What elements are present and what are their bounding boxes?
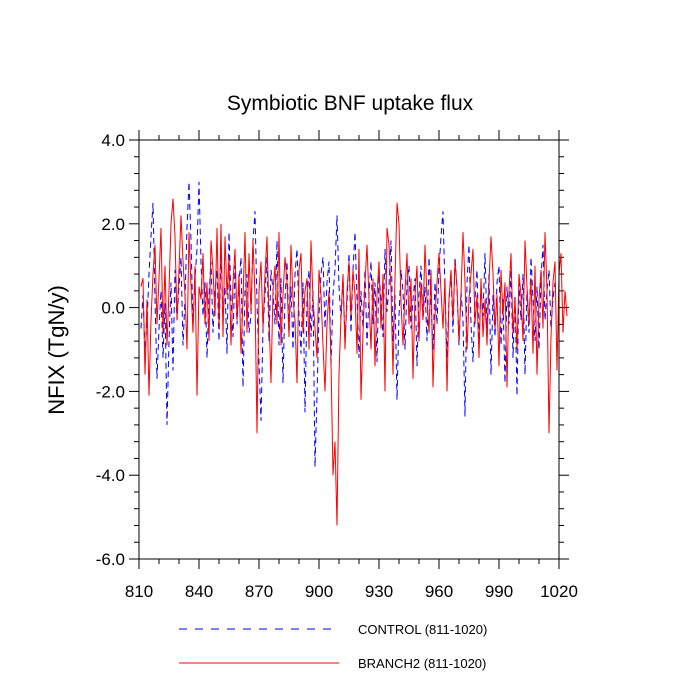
- legend-label: CONTROL (811-1020): [358, 622, 487, 637]
- y-tick-label: -2.0: [96, 382, 125, 401]
- x-tick-label: 840: [185, 582, 213, 601]
- x-tick-label: 1020: [540, 582, 578, 601]
- x-tick-label: 930: [365, 582, 393, 601]
- tick-labels: 810 840 870 900 930 960 990 1020 -6.0 -4.0 -2.0 0.0…: [96, 131, 578, 601]
- plot-series: [140, 181, 568, 526]
- y-tick-label: 2.0: [101, 215, 125, 234]
- y-tick-label: -6.0: [96, 550, 125, 569]
- x-tick-label: 810: [125, 582, 153, 601]
- x-tick-label: 870: [245, 582, 273, 601]
- x-tick-label: 990: [485, 582, 513, 601]
- x-tick-label: 960: [425, 582, 453, 601]
- y-tick-label: 0.0: [101, 299, 125, 318]
- y-axis-label: NFIX (TgN/y): [44, 285, 69, 415]
- series-line-branch2: [140, 198, 568, 526]
- plot-frame: [138, 139, 560, 560]
- axes-ticks: [129, 130, 569, 569]
- legend: CONTROL (811-1020) BRANCH2 (811-1020): [179, 622, 487, 671]
- y-tick-label: -4.0: [96, 466, 125, 485]
- series-line-control: [140, 181, 556, 467]
- x-tick-label: 900: [305, 582, 333, 601]
- legend-label: BRANCH2 (811-1020): [358, 656, 486, 671]
- y-tick-label: 4.0: [101, 131, 125, 150]
- chart-title: Symbiotic BNF uptake flux: [227, 92, 474, 115]
